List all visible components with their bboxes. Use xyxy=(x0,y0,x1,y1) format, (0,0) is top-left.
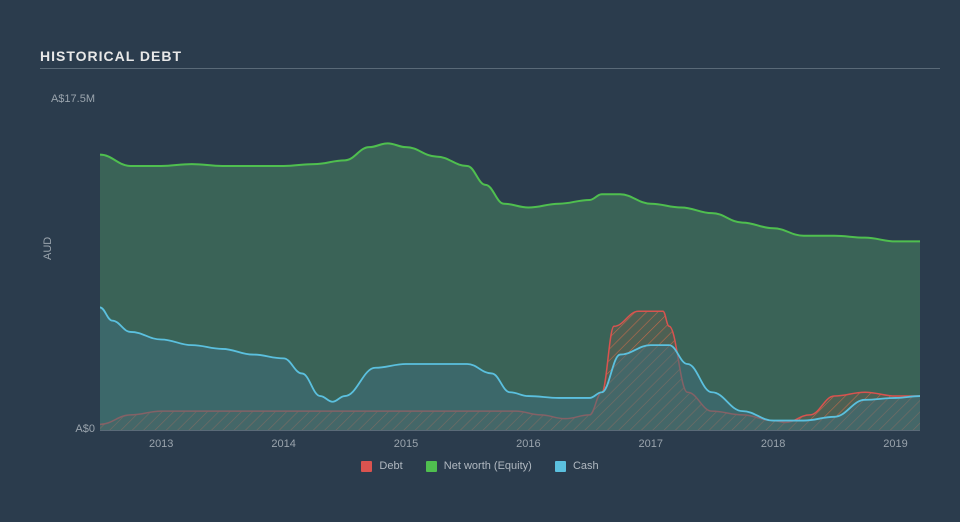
x-tick-label: 2015 xyxy=(394,438,418,450)
y-tick-label: A$0 xyxy=(35,423,95,435)
x-tick-label: 2014 xyxy=(271,438,295,450)
x-tick-label: 2017 xyxy=(638,438,662,450)
legend-label-cash: Cash xyxy=(573,460,599,472)
legend: Debt Net worth (Equity) Cash xyxy=(0,460,960,472)
legend-label-equity: Net worth (Equity) xyxy=(444,460,532,472)
legend-item-debt: Debt xyxy=(361,460,402,472)
legend-swatch-equity xyxy=(426,461,437,472)
x-tick-label: 2019 xyxy=(883,438,907,450)
chart-title: HISTORICAL DEBT xyxy=(40,48,182,64)
y-axis-title: AUD xyxy=(42,237,54,260)
chart-plot xyxy=(100,100,920,430)
x-tick-label: 2018 xyxy=(761,438,785,450)
title-underline xyxy=(40,68,940,69)
legend-label-debt: Debt xyxy=(379,460,402,472)
y-tick-label: A$17.5M xyxy=(35,93,95,105)
x-tick-label: 2013 xyxy=(149,438,173,450)
legend-item-equity: Net worth (Equity) xyxy=(426,460,532,472)
legend-swatch-debt xyxy=(361,461,372,472)
baseline-zero xyxy=(100,430,920,431)
legend-swatch-cash xyxy=(555,461,566,472)
legend-item-cash: Cash xyxy=(555,460,599,472)
x-tick-label: 2016 xyxy=(516,438,540,450)
